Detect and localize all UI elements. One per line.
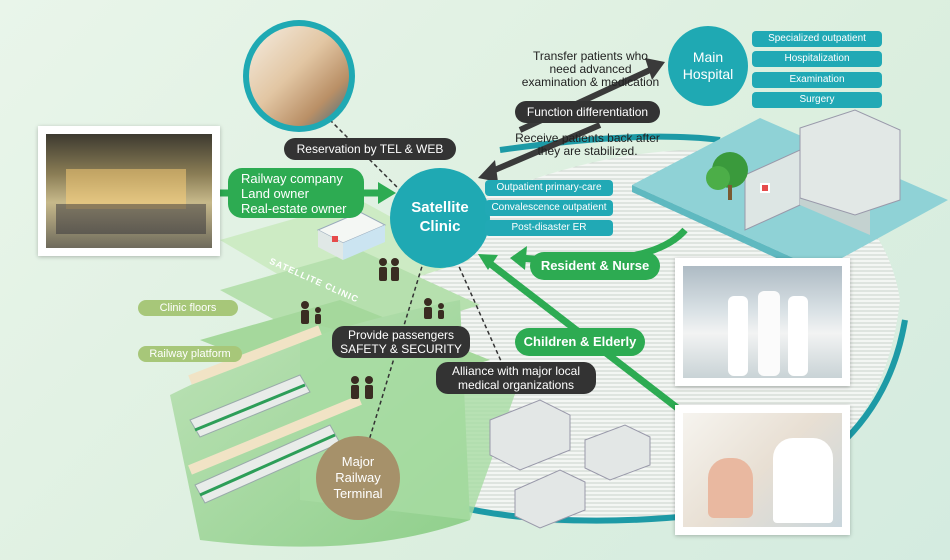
tree-icon [706,152,748,200]
doctor-child-photo [675,405,850,535]
train-upper [189,374,311,438]
hospital-service-examination: Examination [752,72,882,88]
people-icons [301,258,444,399]
local-medical-buildings [489,399,651,529]
satellite-clinic-label: Satellite Clinic [411,199,469,235]
receive-back-text: Receive patients back after they are sta… [515,131,660,158]
transfer-text: Transfer patients who need advanced exam… [521,49,660,89]
hospital-service-surgery: Surgery [752,92,882,108]
clinic-service-post-disaster-er: Post-disaster ER [485,220,613,236]
reservation-pill: Reservation by TEL & WEB [284,138,456,160]
main-hospital-label: Main Hospital [682,48,734,83]
arrow-to-clinic [478,122,602,182]
main-hospital-node: Main Hospital [668,26,748,106]
region-ring-top [499,133,721,153]
children-elderly-label: Children & Elderly [515,328,645,356]
satellite-clinic-node: Satellite Clinic [390,168,490,268]
hospital-service-specialized-outpatient: Specialized outpatient [752,31,882,47]
major-terminal-node: Major Railway Terminal [316,436,400,520]
safety-pill: Provide passengers SAFETY & SECURITY [332,326,470,358]
station-photo [38,126,220,256]
clinic-building [316,211,387,260]
rail-tracks [188,325,362,475]
alliance-pill: Alliance with major local medical organi… [436,362,596,394]
hospital-building [744,109,901,235]
clinic-service-convalescence-outpatient: Convalescence outpatient [485,200,613,216]
owners-block: Railway company Land owner Real-estate o… [228,168,364,218]
railway-platform-tag: Railway platform [138,346,242,362]
reservation-photo-frame [243,20,355,132]
staff-photo [675,258,850,386]
function-differentiation-pill: Function differentiation [515,101,660,123]
hospital-service-hospitalization: Hospitalization [752,51,882,67]
clinic-service-outpatient-primary-care: Outpatient primary-care [485,180,613,196]
resident-nurse-label: Resident & Nurse [530,252,660,280]
reservation-photo [249,26,349,126]
clinic-floors-tag: Clinic floors [138,300,238,316]
